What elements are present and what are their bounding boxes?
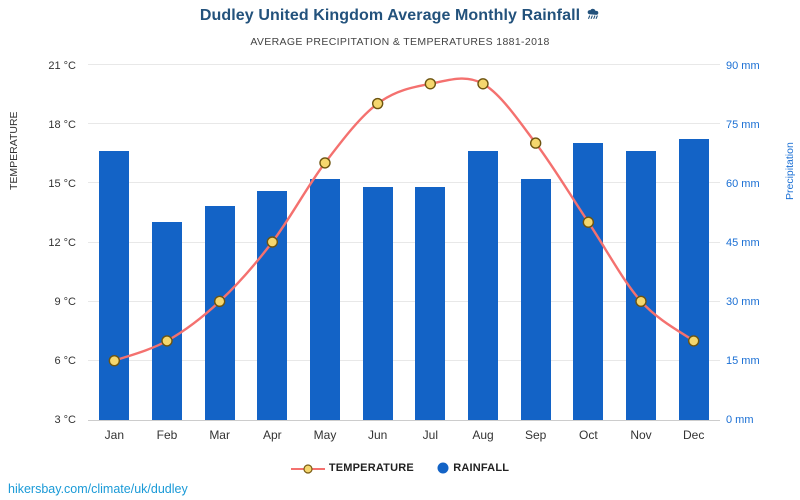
gridline bbox=[88, 242, 720, 243]
xtick-jan: Jan bbox=[104, 428, 124, 442]
ytick-right-3: 45 mm bbox=[726, 237, 760, 249]
chart-legend: TEMPERATURE RAINFALL bbox=[0, 462, 800, 474]
temperature-marker-apr bbox=[266, 236, 279, 248]
page-title: Dudley United Kingdom Average Monthly Ra… bbox=[0, 7, 800, 26]
ytick-right-4: 60 mm bbox=[726, 178, 760, 190]
ytick-left-2: 9 °C bbox=[54, 296, 76, 308]
temperature-marker-feb bbox=[161, 335, 173, 347]
xtick-jun: Jun bbox=[367, 428, 388, 442]
ytick-right-5: 75 mm bbox=[726, 119, 760, 131]
xtick-dec: Dec bbox=[682, 428, 705, 442]
xtick-jul: Jul bbox=[422, 428, 438, 442]
ytick-left-4: 15 °C bbox=[48, 178, 76, 190]
y-axis-label-right: Precipitation bbox=[784, 142, 796, 200]
ytick-right-1: 15 mm bbox=[726, 355, 760, 367]
xtick-oct: Oct bbox=[578, 428, 598, 442]
bar-mar bbox=[204, 206, 235, 420]
plot-area bbox=[88, 64, 720, 421]
page-title-text: Dudley United Kingdom Average Monthly Ra… bbox=[199, 7, 581, 24]
bar-feb bbox=[152, 222, 182, 420]
ytick-right-2: 30 mm bbox=[726, 296, 760, 308]
ytick-left-1: 6 °C bbox=[54, 355, 76, 367]
temperature-marker-aug bbox=[477, 78, 489, 90]
temperature-marker-jun bbox=[371, 97, 384, 110]
xtick-mar: Mar bbox=[209, 428, 230, 442]
bar-jul bbox=[415, 186, 446, 420]
temperature-marker-sep bbox=[529, 137, 542, 149]
xtick-feb: Feb bbox=[156, 428, 178, 442]
legend-item-rainfall: RAINFALL bbox=[437, 462, 509, 474]
xtick-sep: Sep bbox=[524, 428, 547, 442]
ytick-right-0: 0 mm bbox=[726, 414, 754, 426]
rain-cloud-icon bbox=[586, 8, 600, 26]
temperature-marker-mar bbox=[213, 295, 226, 308]
temperature-line bbox=[113, 77, 695, 362]
x-axis-line bbox=[88, 420, 720, 421]
temperature-marker-may bbox=[319, 157, 331, 169]
site-watermark: hikersbay.com/climate/uk/dudley bbox=[8, 482, 188, 496]
temperature-line-series bbox=[108, 77, 700, 367]
bar-may bbox=[310, 178, 340, 420]
gridline bbox=[88, 360, 720, 361]
bar-dec bbox=[678, 139, 709, 420]
page-subtitle: AVERAGE PRECIPITATION & TEMPERATURES 188… bbox=[250, 36, 550, 48]
bar-sep bbox=[520, 178, 551, 420]
legend-label-rainfall: RAINFALL bbox=[453, 462, 510, 474]
xtick-may: May bbox=[313, 428, 337, 442]
ytick-left-5: 18 °C bbox=[48, 119, 76, 131]
temperature-marker-jul bbox=[424, 78, 437, 90]
xtick-aug: Aug bbox=[472, 428, 494, 442]
bar-oct bbox=[573, 143, 604, 420]
temperature-marker-jan bbox=[108, 354, 121, 367]
xtick-apr: Apr bbox=[262, 428, 282, 442]
legend-item-temperature: TEMPERATURE bbox=[290, 462, 414, 474]
ytick-left-3: 12 °C bbox=[48, 237, 76, 249]
gridline bbox=[88, 123, 720, 124]
legend-label-temperature: TEMPERATURE bbox=[328, 462, 414, 474]
temperature-marker-dec bbox=[687, 335, 700, 347]
gridline bbox=[88, 64, 720, 65]
ytick-right-6: 90 mm bbox=[726, 60, 760, 72]
bar-nov bbox=[626, 151, 656, 420]
temperature-marker-nov bbox=[635, 295, 647, 308]
gridline bbox=[88, 301, 720, 302]
xtick-nov: Nov bbox=[630, 428, 652, 442]
y-axis-label-left: TEMPERATURE bbox=[8, 111, 20, 190]
gridline bbox=[88, 182, 720, 183]
bar-aug bbox=[468, 151, 498, 420]
temperature-marker-oct bbox=[582, 216, 595, 228]
bar-jun bbox=[362, 186, 393, 420]
bar-jan bbox=[99, 151, 130, 420]
ytick-left-6: 21 °C bbox=[48, 60, 76, 72]
ytick-left-0: 3 °C bbox=[54, 414, 76, 426]
